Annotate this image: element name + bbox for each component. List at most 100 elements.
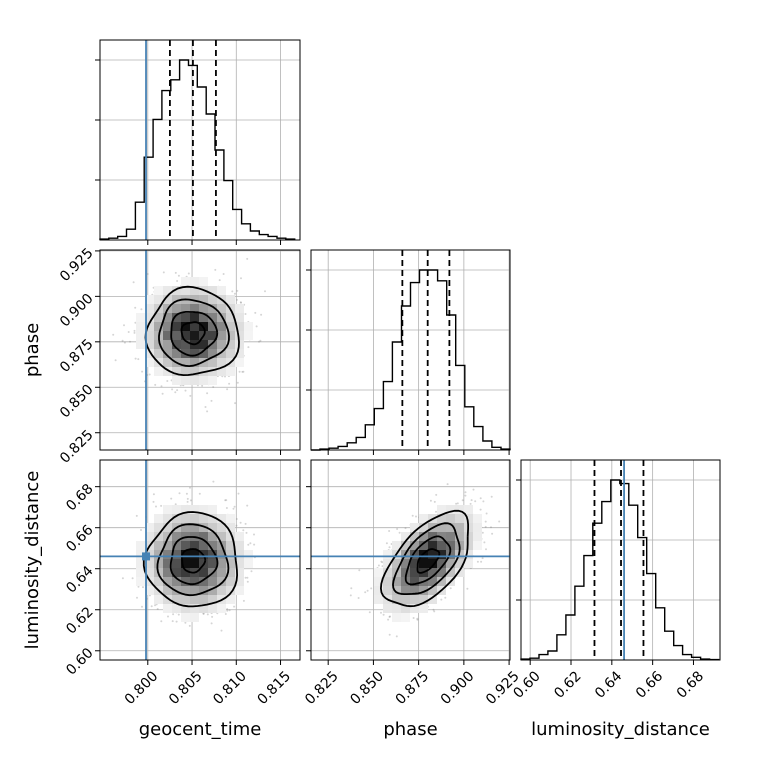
panel-frame-2-0	[99, 459, 301, 661]
ytick-label-luminosity_distance-2: 0.64	[63, 563, 96, 596]
scatter-point	[141, 370, 144, 373]
xtick-label-phase-2: 0.875	[393, 668, 433, 708]
density-cell	[208, 559, 217, 568]
density-cell	[464, 559, 473, 568]
scatter-point	[171, 620, 174, 623]
scatter-point	[244, 313, 247, 315]
density-cell	[208, 577, 217, 586]
scatter-point	[498, 520, 501, 523]
density-cell	[455, 559, 464, 568]
density-cell	[172, 331, 181, 340]
xtick-label-luminosity_distance-1: 0.62	[551, 668, 584, 701]
density-cell	[446, 505, 455, 514]
density-cell	[392, 595, 401, 604]
scatter-point	[255, 325, 258, 328]
density-cell	[172, 286, 181, 295]
density-cell	[208, 340, 217, 349]
density-cell	[226, 532, 235, 541]
scatter-point	[174, 391, 177, 394]
scatter-point	[134, 306, 137, 309]
density-cell	[235, 550, 244, 559]
scatter-point	[233, 605, 236, 608]
scatter-point	[435, 510, 437, 513]
scatter-point	[455, 502, 458, 505]
scatter-point	[435, 493, 438, 496]
scatter-point	[258, 340, 260, 343]
density-cell	[401, 586, 410, 595]
density-cell	[428, 559, 437, 568]
xtick-label-geocent_time-1: 0.805	[166, 668, 206, 708]
scatter-point	[170, 497, 173, 500]
xtick-label-phase-0: 0.825	[302, 668, 342, 708]
density-cell	[163, 331, 172, 340]
ytick-label-luminosity_distance-0: 0.60	[63, 645, 96, 678]
scatter-point	[234, 402, 237, 405]
density-cell	[226, 550, 235, 559]
density-cell	[235, 568, 244, 577]
contours-1	[142, 511, 239, 608]
density-cell	[190, 295, 199, 304]
density-cell	[190, 349, 199, 358]
scatter-point	[472, 488, 475, 491]
scatter-point	[235, 524, 238, 527]
contour-level-0	[181, 548, 207, 574]
density-cell	[163, 595, 172, 604]
scatter-point	[174, 503, 177, 506]
density-cell	[181, 514, 190, 523]
density-cell	[181, 586, 190, 595]
density-cell	[136, 568, 145, 577]
density-cell	[392, 577, 401, 586]
scatter-point	[206, 392, 209, 395]
density-cell	[163, 568, 172, 577]
scatter-point	[411, 514, 414, 517]
density-cell	[208, 358, 217, 367]
density-cell	[181, 550, 190, 559]
scatter-point	[470, 499, 473, 502]
contour-level-2	[156, 523, 230, 597]
density-cell	[473, 541, 482, 550]
density-cell	[226, 514, 235, 523]
density-cell	[208, 304, 217, 313]
scatter-point	[250, 570, 253, 573]
scatter-point	[357, 597, 360, 599]
density-cell	[446, 568, 455, 577]
density-cell	[145, 349, 154, 358]
density-cell	[235, 349, 244, 358]
scatter-point	[185, 492, 188, 495]
scatter-point	[121, 339, 124, 342]
scatter-point	[485, 548, 487, 551]
density-cell	[136, 322, 145, 331]
density-cell	[410, 541, 419, 550]
density-cell	[154, 313, 163, 322]
density-cell	[199, 604, 208, 613]
density-cell	[163, 295, 172, 304]
density-cell	[136, 559, 145, 568]
density-cell	[190, 514, 199, 523]
scatter-point	[184, 621, 187, 624]
scatter-point	[228, 382, 231, 385]
scatter-point	[189, 394, 192, 397]
density-cell	[181, 595, 190, 604]
density-cell	[163, 349, 172, 358]
scatter-point	[236, 289, 239, 292]
density-cell	[172, 349, 181, 358]
density-cell	[244, 550, 253, 559]
xaxis-label-geocent_time: geocent_time	[139, 719, 262, 740]
density-cell	[383, 604, 392, 613]
scatter-point	[212, 480, 215, 483]
density-cell	[172, 550, 181, 559]
xtick-label-luminosity_distance-4: 0.68	[674, 668, 707, 701]
density-cell	[181, 604, 190, 613]
density-cell	[190, 613, 199, 622]
density-cell	[410, 604, 419, 613]
scatter-point	[161, 392, 164, 395]
density-cell	[190, 577, 199, 586]
contour-level-0	[180, 321, 206, 346]
density-cell	[190, 541, 199, 550]
density-cell	[437, 523, 446, 532]
scatter-point	[189, 499, 192, 502]
density-cell	[226, 577, 235, 586]
scatter-point	[388, 633, 391, 636]
scatter-point	[236, 298, 238, 301]
